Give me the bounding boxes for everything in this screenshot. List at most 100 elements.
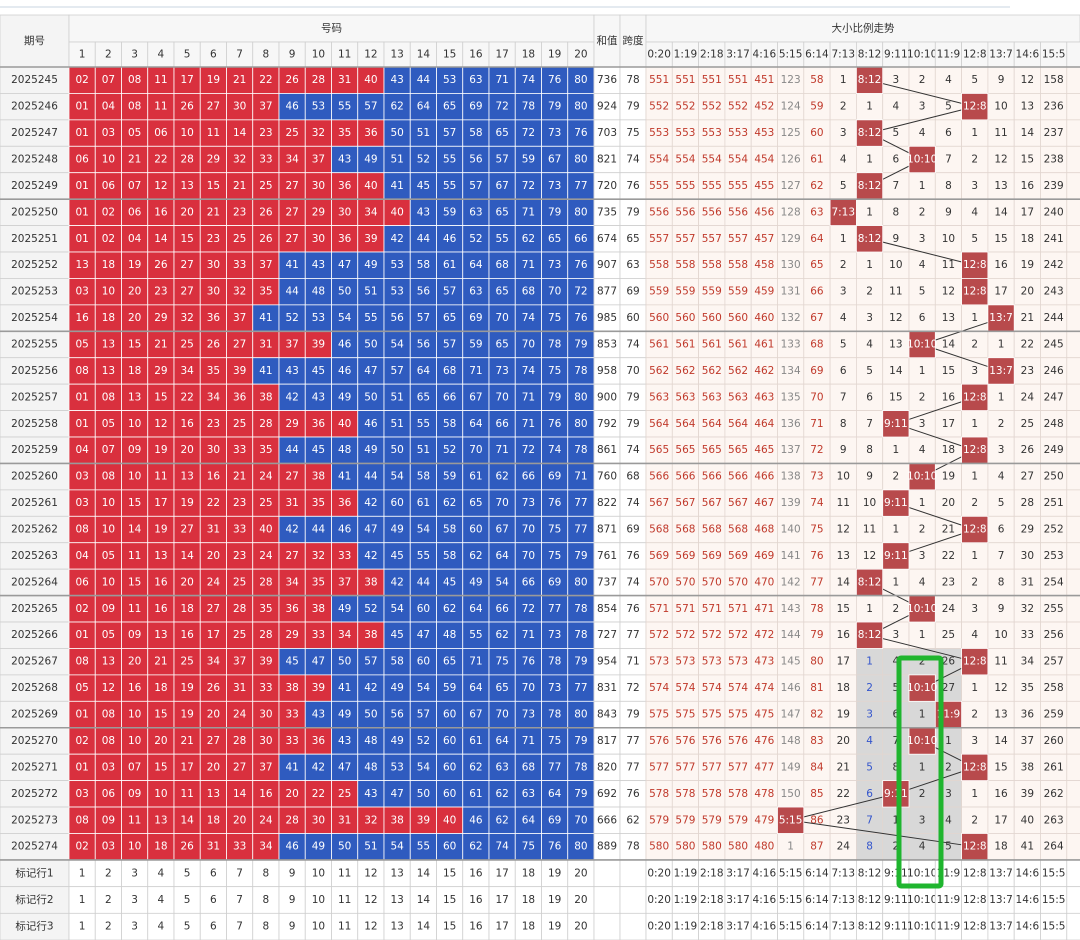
omission-cell xyxy=(934,621,962,649)
small-number: 26 xyxy=(207,682,221,694)
omission: 17 xyxy=(994,286,1007,298)
sum: 907 xyxy=(597,259,617,271)
big-number: 56 xyxy=(469,154,483,166)
big-number-cell xyxy=(567,753,595,782)
big-number-cell xyxy=(436,66,464,94)
footer-ratio: 10:10 xyxy=(907,867,937,879)
omission: 561 xyxy=(728,339,748,351)
omission: 5 xyxy=(893,127,900,139)
omission: 479 xyxy=(754,814,774,826)
small-number-cell xyxy=(199,357,227,385)
footer-number-cell xyxy=(462,886,490,914)
issue: 2025257 xyxy=(11,391,58,403)
omission: 12 xyxy=(863,550,876,562)
big-number-cell xyxy=(488,648,516,676)
small-number: 13 xyxy=(102,656,115,668)
big-number: 65 xyxy=(495,206,508,218)
big-number-cell xyxy=(383,278,411,306)
small-number-cell xyxy=(304,727,332,755)
omission: 16 xyxy=(837,629,851,641)
big-number-cell xyxy=(383,330,411,359)
big-number-cell xyxy=(304,753,332,782)
footer-partial-cell xyxy=(1066,886,1080,914)
omission: 145 xyxy=(781,656,801,668)
footer-ratio: 10:10 xyxy=(907,894,937,906)
small-number-cell xyxy=(278,463,306,491)
footer-number: 10 xyxy=(312,894,325,906)
omission: 4 xyxy=(919,841,926,853)
small-number-cell xyxy=(252,595,280,623)
small-number: 20 xyxy=(128,286,141,298)
small-number-cell xyxy=(147,463,175,491)
small-number-cell xyxy=(304,145,332,174)
sum: 958 xyxy=(597,365,617,377)
omission-cell xyxy=(671,753,699,782)
omission: 124 xyxy=(781,101,801,113)
omission-cell xyxy=(961,674,989,702)
issue: 2025265 xyxy=(11,603,58,615)
omission: 17 xyxy=(942,418,955,430)
big-number: 51 xyxy=(390,418,403,430)
omission-cell xyxy=(1040,172,1068,200)
small-number: 02 xyxy=(102,233,115,245)
omission-cell xyxy=(698,806,726,834)
big-number: 78 xyxy=(574,603,587,615)
big-number: 50 xyxy=(417,788,430,800)
issue-cell xyxy=(0,568,70,596)
issue: 2025251 xyxy=(11,233,58,245)
small-number-cell xyxy=(226,595,254,623)
omission-cell xyxy=(724,251,752,279)
big-number: 75 xyxy=(495,656,508,668)
omission: 134 xyxy=(781,365,801,377)
omission-cell xyxy=(750,568,778,596)
omission: 456 xyxy=(754,206,774,218)
omission-cell xyxy=(777,172,805,200)
small-number: 13 xyxy=(102,365,115,377)
omission: 7 xyxy=(866,418,873,430)
footer-number-cell xyxy=(541,886,569,914)
big-number: 42 xyxy=(312,761,325,773)
big-number: 75 xyxy=(548,524,561,536)
footer-number: 1 xyxy=(79,867,86,879)
big-number: 58 xyxy=(417,471,430,483)
big-number: 65 xyxy=(469,497,482,509)
omission: 2 xyxy=(971,497,978,509)
big-number-cell xyxy=(304,515,332,544)
small-number: 34 xyxy=(180,365,194,377)
footer-number: 20 xyxy=(574,921,587,933)
sum: 737 xyxy=(597,576,617,588)
small-number: 13 xyxy=(180,180,193,192)
big-number: 41 xyxy=(259,312,272,324)
omission-cell xyxy=(856,410,884,438)
omission-cell xyxy=(750,621,778,649)
issue: 2025263 xyxy=(11,550,58,562)
omission-cell xyxy=(777,648,805,676)
small-number-cell xyxy=(121,489,149,517)
footer-number: 13 xyxy=(390,921,403,933)
small-number-cell xyxy=(199,700,227,729)
omission: 40 xyxy=(1021,814,1034,826)
small-number: 33 xyxy=(233,259,246,271)
omission: 36 xyxy=(1021,709,1035,721)
sum: 760 xyxy=(597,471,617,483)
small-number: 29 xyxy=(207,154,220,166)
omission: 551 xyxy=(728,74,748,86)
number-column-label: 3 xyxy=(131,49,138,61)
footer-ratio: 3:17 xyxy=(726,921,750,933)
omission: 250 xyxy=(1044,471,1064,483)
big-number-cell xyxy=(409,278,437,306)
omission: 574 xyxy=(702,682,722,694)
number-column-label: 15 xyxy=(443,49,456,61)
omission: 6 xyxy=(866,391,873,403)
small-number: 28 xyxy=(180,154,193,166)
footer-number: 18 xyxy=(522,867,535,879)
footer-ratio: 0:20 xyxy=(647,921,671,933)
big-number-cell xyxy=(383,568,411,596)
trend-header-cell xyxy=(645,14,1080,43)
omission-cell xyxy=(1040,806,1068,834)
big-number: 77 xyxy=(574,497,587,509)
number-column-label: 2 xyxy=(105,49,112,61)
omission: 6 xyxy=(998,524,1005,536)
omission: 144 xyxy=(781,629,801,641)
omission: 580 xyxy=(675,841,695,853)
